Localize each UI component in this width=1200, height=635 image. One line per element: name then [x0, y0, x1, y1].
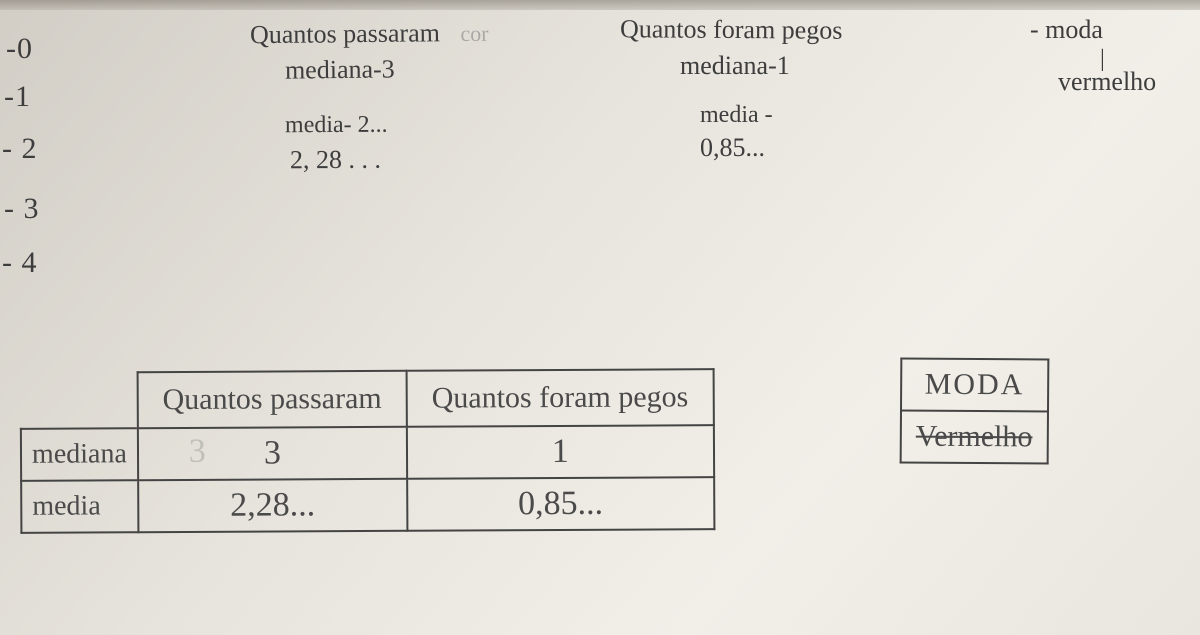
note-moda-label: - moda [1030, 14, 1103, 47]
stats-table: Quantos passaram Quantos foram pegos med… [20, 368, 715, 534]
note-pass-faint: cor [460, 21, 488, 46]
cell-media-pegos: 0,85... [407, 477, 714, 531]
note-pegos-title: Quantos foram pegos [620, 13, 843, 47]
photo-edge [0, 0, 1200, 10]
row-label-mediana: mediana [21, 428, 138, 481]
table-header-row: Quantos passaram Quantos foram pegos [21, 369, 714, 429]
note-pass-media-val: 2, 28 . . . [290, 144, 381, 177]
ghost-prev-value: 3 [189, 433, 206, 471]
moda-box-value: Vermelho [901, 410, 1048, 463]
margin-num-2: - 2 [2, 132, 38, 166]
table-corner-blank [21, 372, 138, 429]
col-header-passaram: Quantos passaram [137, 371, 406, 428]
margin-num-0: -0 [6, 32, 33, 66]
moda-box: MODA Vermelho [900, 357, 1049, 464]
cell-mediana-passaram-val: 3 [264, 434, 281, 471]
note-pass-title-text: Quantos passaram [250, 18, 440, 49]
table-row-media: media 2,28... 0,85... [21, 477, 714, 533]
cell-mediana-passaram: 3 3 [138, 427, 407, 480]
cell-mediana-pegos: 1 [407, 425, 714, 479]
table-row-mediana: mediana 3 3 1 [21, 425, 714, 481]
note-pass-title: Quantos passaram cor [250, 17, 489, 52]
note-pegos-media-val: 0,85... [700, 132, 765, 165]
note-moda-value: vermelho [1058, 66, 1156, 99]
note-pegos-media: media - [700, 100, 773, 130]
margin-num-4: - 4 [2, 246, 38, 280]
cell-media-passaram: 2,28... [138, 479, 407, 532]
note-pass-mediana: mediana-3 [285, 53, 395, 87]
row-label-media: media [21, 480, 138, 533]
margin-num-3: - 3 [4, 192, 40, 226]
margin-num-1: -1 [4, 80, 31, 114]
col-header-pegos: Quantos foram pegos [407, 369, 714, 427]
note-pegos-mediana: mediana-1 [680, 50, 790, 83]
moda-box-header: MODA [901, 358, 1048, 411]
note-pass-media: media- 2... [285, 110, 388, 141]
